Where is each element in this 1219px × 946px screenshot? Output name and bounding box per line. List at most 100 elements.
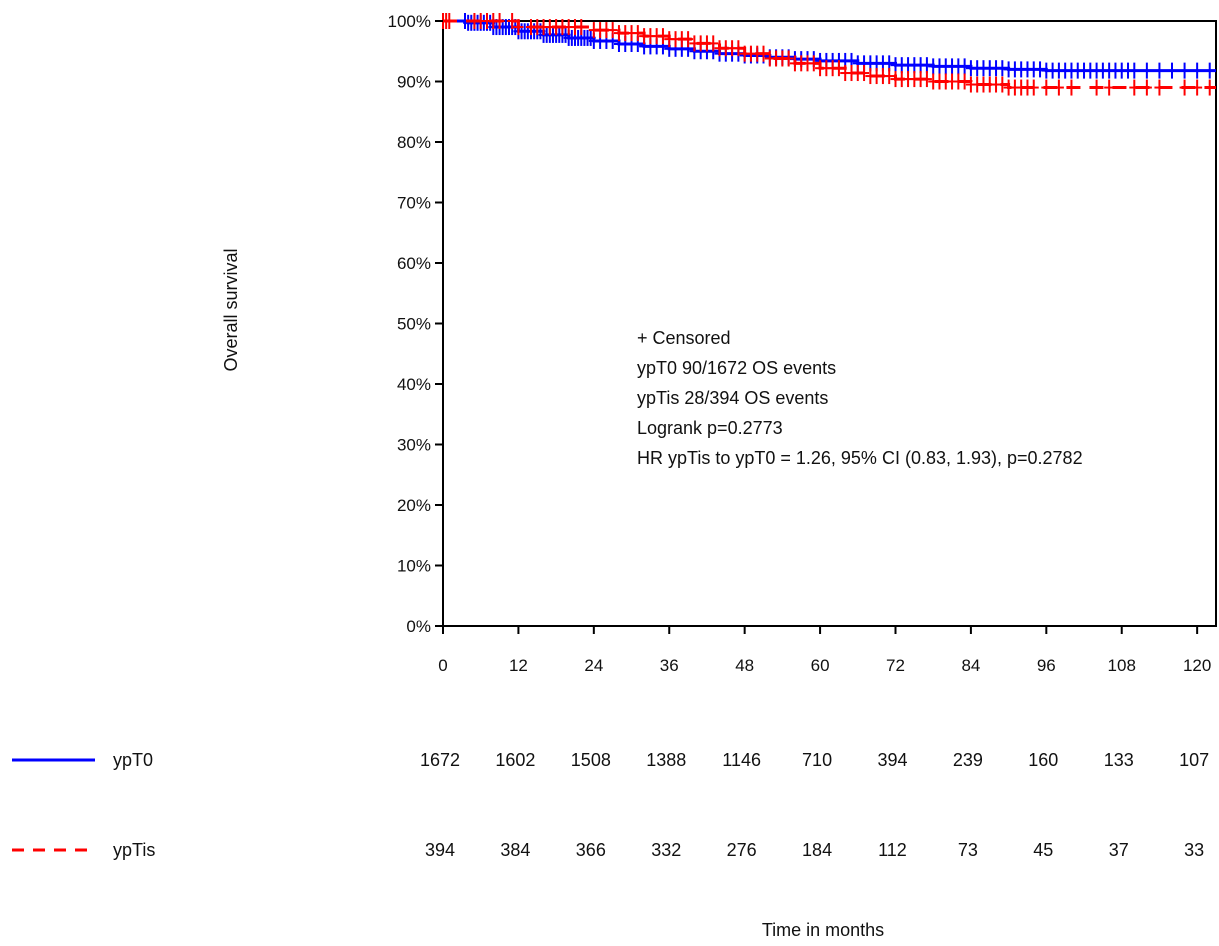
risk-count: 107	[1179, 750, 1209, 770]
censor-mark-ypTis	[494, 13, 505, 29]
censor-mark-ypTis	[1154, 79, 1165, 96]
y-tick-label: 50%	[397, 315, 431, 334]
censor-mark-ypT0	[1167, 62, 1178, 79]
risk-count: 73	[958, 840, 978, 860]
censor-mark-ypT0	[921, 57, 932, 74]
risk-count: 1672	[420, 750, 460, 770]
x-tick-label: 12	[509, 656, 528, 675]
censor-mark-ypTis	[1129, 79, 1140, 96]
risk-count: 710	[802, 750, 832, 770]
risk-table: ypT0 1672 1602 1508 1388 1146 710 394 239 160 133 1…	[12, 750, 1209, 860]
censor-mark-ypTis	[607, 22, 618, 39]
annotation-line: HR ypTis to ypT0 = 1.26, 95% CI (0.83, 1…	[637, 448, 1083, 468]
annotation-line: ypTis 28/394 OS events	[637, 388, 828, 408]
x-tick-label: 108	[1108, 656, 1136, 675]
censor-mark-ypTis	[997, 76, 1008, 93]
censor-mark-ypTis	[683, 31, 694, 48]
risk-count: 184	[802, 840, 832, 860]
legend-label-ypT0: ypT0	[113, 750, 153, 770]
plot-frame	[442, 20, 1217, 627]
risk-count: 1388	[646, 750, 686, 770]
x-tick-label: 24	[584, 656, 603, 675]
censor-mark-ypTis	[576, 19, 587, 36]
annotation-line: Logrank p=0.2773	[637, 418, 783, 438]
censor-mark-ypTis	[783, 50, 794, 67]
annotation-line: ypT0 90/1672 OS events	[637, 358, 836, 378]
censor-mark-ypTis	[1104, 79, 1115, 96]
x-tick-label: 72	[886, 656, 905, 675]
risk-count: 45	[1033, 840, 1053, 860]
censor-mark-ypT0	[1035, 61, 1046, 78]
censor-mark-ypTis	[632, 25, 643, 42]
x-tick-label: 60	[811, 656, 830, 675]
censor-mark-ypTis	[1041, 79, 1052, 96]
y-tick-label: 30%	[397, 436, 431, 455]
censor-mark-ypTis	[1141, 79, 1152, 96]
censor-mark-ypTis	[1091, 79, 1102, 96]
censor-mark-ypT0	[997, 60, 1008, 77]
x-tick-label: 0	[438, 656, 447, 675]
censor-mark-ypTis	[1066, 79, 1077, 96]
censor-mark-ypTis	[513, 19, 524, 36]
censor-mark-ypTis	[507, 13, 518, 29]
y-tick-label: 90%	[397, 73, 431, 92]
risk-count: 133	[1104, 750, 1134, 770]
survival-curves	[438, 13, 1216, 96]
x-tick-label: 84	[961, 656, 980, 675]
y-tick-label: 40%	[397, 375, 431, 394]
censor-mark-ypTis	[758, 45, 769, 62]
risk-count: 366	[576, 840, 606, 860]
risk-count: 394	[877, 750, 907, 770]
y-tick-label: 70%	[397, 194, 431, 213]
x-tick-label: 120	[1183, 656, 1211, 675]
censor-mark-ypT0	[1192, 62, 1203, 79]
censor-mark-ypTis	[884, 68, 895, 85]
censor-mark-ypTis	[1053, 79, 1064, 96]
x-axis-label: Time in months	[762, 920, 884, 940]
y-tick-label: 0%	[406, 617, 431, 636]
censor-mark-ypTis	[1179, 79, 1190, 96]
risk-count: 332	[651, 840, 681, 860]
risk-count: 33	[1184, 840, 1204, 860]
censor-mark-ypTis	[808, 55, 819, 72]
censor-mark-ypTis	[959, 73, 970, 90]
axes: 0% 10% 20% 30% 40% 50% 60% 70% 80% 90% 100% 0 12 24 36…	[388, 12, 1212, 675]
risk-count: 1146	[722, 750, 761, 770]
censor-mark-ypTis	[921, 71, 932, 88]
risk-count: 276	[727, 840, 757, 860]
risk-count: 384	[500, 840, 530, 860]
y-tick-label: 80%	[397, 133, 431, 152]
annotations: + Censored ypT0 90/1672 OS events ypTis 28…	[637, 328, 1083, 468]
censor-mark-ypTis	[657, 28, 668, 45]
x-tick-label: 96	[1037, 656, 1056, 675]
censor-mark-ypTis	[444, 13, 455, 29]
y-tick-label: 10%	[397, 557, 431, 576]
y-tick-label: 60%	[397, 254, 431, 273]
y-tick-label: 20%	[397, 496, 431, 515]
censor-mark-ypTis	[833, 60, 844, 77]
censor-mark-ypT0	[1141, 62, 1152, 79]
censor-mark-ypTis	[708, 35, 719, 52]
censor-mark-ypTis	[1028, 79, 1039, 96]
censor-mark-ypT0	[1179, 62, 1190, 79]
censor-mark-ypTis	[859, 65, 870, 82]
censor-mark-ypT0	[1129, 62, 1140, 79]
annotation-line: + Censored	[637, 328, 731, 348]
legend-label-ypTis: ypTis	[113, 840, 155, 860]
risk-count: 1602	[495, 750, 535, 770]
risk-count: 239	[953, 750, 983, 770]
risk-count: 160	[1028, 750, 1058, 770]
censor-mark-ypTis	[1204, 79, 1215, 96]
censor-mark-ypT0	[1204, 62, 1215, 79]
y-axis-label: Overall survival	[221, 248, 241, 371]
risk-count: 394	[425, 840, 455, 860]
y-tick-label: 100%	[388, 12, 431, 31]
risk-count: 37	[1109, 840, 1129, 860]
censor-mark-ypTis	[733, 40, 744, 57]
censor-mark-ypT0	[1154, 62, 1165, 79]
censor-mark-ypT0	[959, 58, 970, 75]
x-tick-label: 36	[660, 656, 679, 675]
censor-mark-ypTis	[1192, 79, 1203, 96]
risk-count: 1508	[571, 750, 611, 770]
